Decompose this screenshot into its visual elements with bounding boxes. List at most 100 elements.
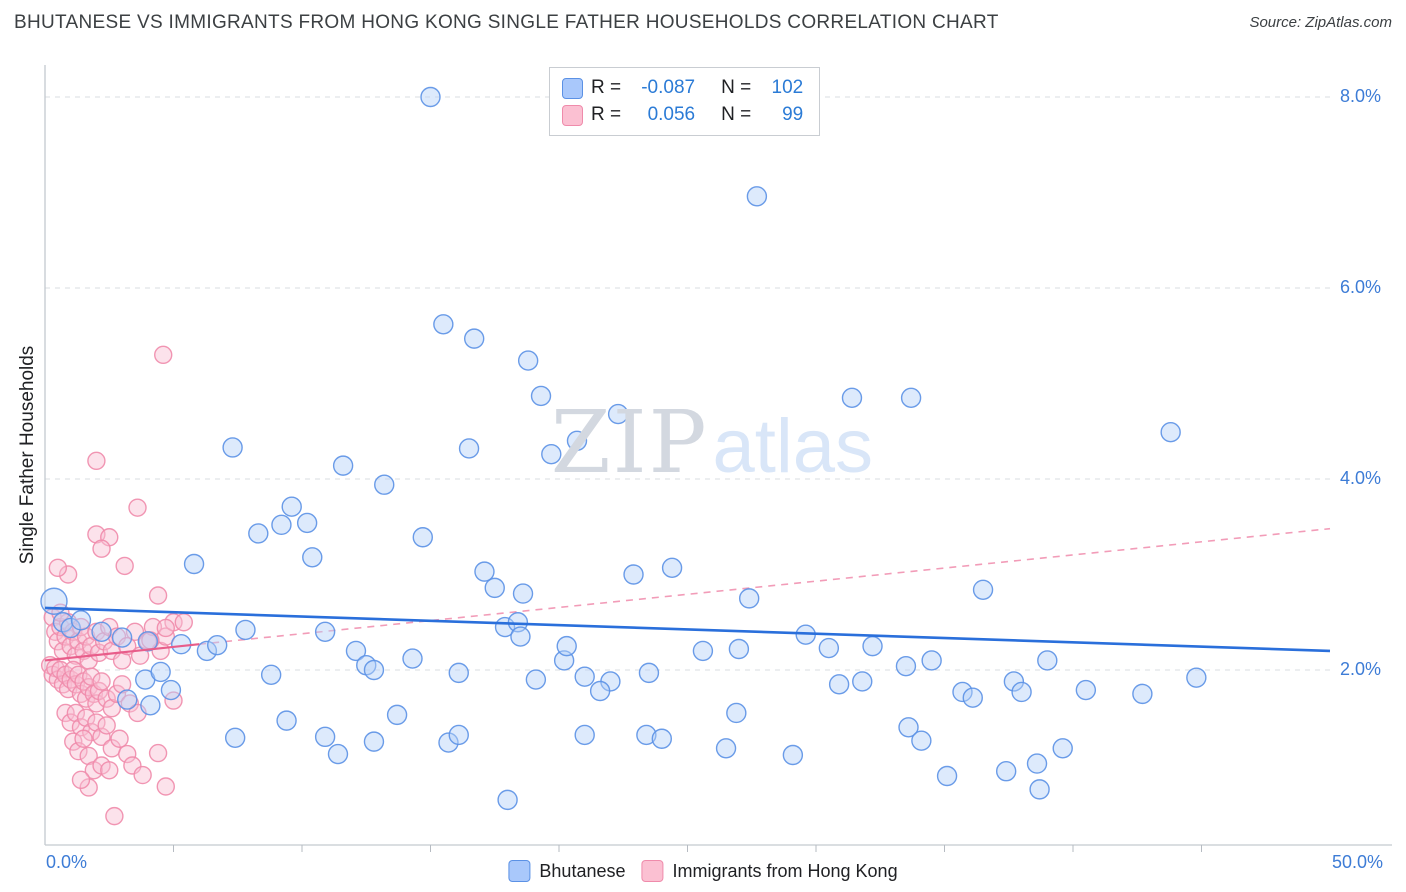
hongkong-legend-label: Immigrants from Hong Kong bbox=[672, 860, 898, 881]
point-hongkong bbox=[56, 703, 75, 723]
point-hongkong bbox=[48, 558, 68, 578]
point-bhutanese bbox=[828, 674, 850, 695]
bhutanese-legend-label: Bhutanese bbox=[539, 860, 626, 881]
point-bhutanese bbox=[661, 557, 683, 579]
correlation-legend: R = -0.087 N = 102 R = 0.056 N = 99 bbox=[549, 67, 821, 136]
hongkong-legend-swatch bbox=[641, 860, 664, 882]
point-bhutanese bbox=[402, 648, 423, 669]
bhutanese-legend-swatch bbox=[508, 860, 531, 882]
point-bhutanese bbox=[386, 704, 408, 726]
point-bhutanese bbox=[327, 743, 349, 765]
point-bhutanese bbox=[962, 687, 983, 708]
point-hongkong bbox=[92, 672, 111, 691]
legend-item-bhutanese: Bhutanese bbox=[508, 860, 625, 882]
trendline-bhutanese bbox=[44, 606, 1331, 653]
point-bhutanese bbox=[726, 702, 747, 724]
point-hongkong bbox=[58, 565, 78, 584]
x-tick-label-min: 0.0% bbox=[46, 852, 88, 872]
point-hongkong bbox=[148, 743, 168, 763]
point-bhutanese bbox=[556, 635, 577, 657]
point-hongkong bbox=[100, 761, 119, 780]
point-bhutanese bbox=[484, 577, 505, 599]
point-bhutanese bbox=[841, 387, 863, 409]
point-bhutanese bbox=[638, 662, 660, 684]
legend-row-hongkong: R = 0.056 N = 99 bbox=[562, 104, 803, 126]
point-bhutanese bbox=[474, 561, 495, 582]
point-bhutanese bbox=[196, 640, 218, 662]
point-hongkong bbox=[74, 729, 93, 748]
point-bhutanese bbox=[302, 547, 323, 568]
point-bhutanese bbox=[363, 659, 385, 681]
point-bhutanese bbox=[260, 664, 282, 685]
point-hongkong bbox=[154, 345, 173, 365]
point-bhutanese bbox=[510, 626, 531, 647]
point-bhutanese bbox=[525, 669, 547, 690]
point-bhutanese bbox=[728, 638, 750, 660]
point-bhutanese bbox=[566, 430, 588, 451]
point-bhutanese bbox=[248, 523, 269, 544]
point-hongkong bbox=[148, 586, 168, 605]
point-bhutanese bbox=[862, 635, 883, 657]
point-bhutanese bbox=[782, 744, 804, 766]
point-bhutanese bbox=[898, 717, 919, 738]
point-bhutanese bbox=[183, 553, 205, 575]
point-bhutanese bbox=[296, 512, 318, 534]
point-bhutanese bbox=[140, 695, 161, 716]
point-bhutanese bbox=[746, 186, 768, 207]
point-bhutanese bbox=[1037, 650, 1058, 671]
point-bhutanese bbox=[911, 730, 932, 751]
point-bhutanese bbox=[224, 727, 246, 749]
trendline-hongkong bbox=[44, 643, 200, 662]
y-tick-label-6: 6.0% bbox=[1340, 277, 1382, 297]
y-tick-label-2: 2.0% bbox=[1340, 659, 1382, 679]
point-bhutanese bbox=[1160, 422, 1181, 443]
point-hongkong bbox=[105, 806, 124, 826]
point-bhutanese bbox=[235, 619, 256, 641]
point-hongkong bbox=[128, 498, 147, 517]
point-bhutanese bbox=[1075, 679, 1097, 701]
point-bhutanese bbox=[171, 634, 192, 655]
point-hongkong bbox=[92, 539, 111, 558]
point-bhutanese bbox=[363, 731, 385, 752]
point-bhutanese bbox=[345, 640, 367, 662]
point-bhutanese bbox=[137, 631, 159, 652]
point-bhutanese bbox=[852, 671, 873, 692]
point-hongkong bbox=[66, 703, 86, 723]
point-bhutanese bbox=[607, 403, 629, 425]
point-hongkong bbox=[174, 613, 193, 632]
bhutanese-swatch bbox=[562, 77, 583, 99]
point-bhutanese bbox=[715, 738, 737, 759]
point-bhutanese bbox=[952, 681, 973, 703]
point-bhutanese bbox=[541, 443, 562, 465]
point-bhutanese bbox=[1026, 753, 1048, 774]
point-bhutanese bbox=[70, 610, 92, 631]
point-hongkong bbox=[112, 675, 132, 694]
point-bhutanese bbox=[818, 637, 840, 659]
point-bhutanese bbox=[921, 650, 942, 671]
point-bhutanese bbox=[1132, 683, 1153, 705]
point-bhutanese bbox=[314, 726, 336, 748]
y-axis-title: Single Father Households bbox=[17, 345, 38, 565]
point-hongkong bbox=[87, 713, 106, 732]
r-label: R = bbox=[591, 77, 622, 98]
point-bhutanese bbox=[651, 728, 672, 749]
point-bhutanese bbox=[206, 634, 228, 656]
point-hongkong bbox=[79, 778, 98, 797]
point-bhutanese bbox=[900, 387, 922, 409]
point-bhutanese bbox=[512, 583, 534, 604]
point-hongkong bbox=[120, 694, 140, 713]
point-hongkong bbox=[115, 556, 134, 576]
n-label: N = bbox=[721, 104, 752, 125]
point-bhutanese bbox=[895, 655, 917, 677]
y-tick-label-4: 4.0% bbox=[1340, 468, 1382, 488]
n-label: N = bbox=[721, 77, 752, 98]
point-bhutanese bbox=[574, 666, 595, 687]
point-bhutanese bbox=[111, 627, 133, 648]
r-value-hongkong: 0.056 bbox=[647, 104, 696, 125]
point-hongkong bbox=[102, 699, 122, 718]
point-bhutanese bbox=[40, 587, 68, 615]
point-bhutanese bbox=[117, 689, 138, 710]
point-hongkong bbox=[97, 689, 116, 708]
point-bhutanese bbox=[160, 679, 182, 701]
point-bhutanese bbox=[1186, 667, 1207, 688]
